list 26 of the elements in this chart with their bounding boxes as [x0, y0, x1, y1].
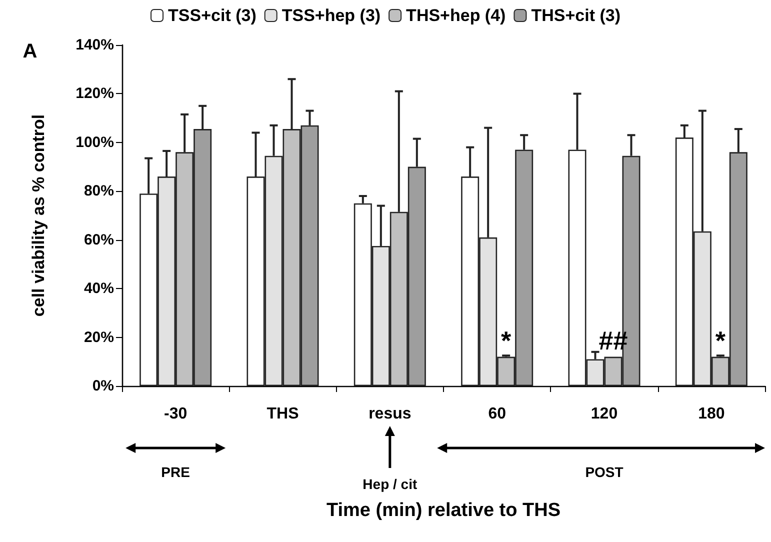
x-tick-label: 60 [488, 406, 506, 422]
x-tick-label: -30 [164, 406, 188, 422]
y-tick-label: 140% [76, 36, 114, 54]
legend-label: THS+cit (3) [531, 6, 620, 25]
legend-label: TSS+hep (3) [282, 6, 381, 25]
y-tick-label: 120% [76, 85, 114, 102]
y-tick-label: 40% [84, 280, 114, 298]
x-tick-label: resus [368, 406, 412, 422]
x-tick-label: 180 [698, 406, 725, 422]
legend-label: THS+hep (4) [406, 6, 506, 25]
text: Hep / cit [362, 476, 418, 492]
x-tick-label: THS [266, 406, 300, 422]
annotation: * [501, 325, 512, 356]
x-axis-title: Time (min) relative to THS [326, 500, 561, 521]
x-tick-label: 120 [590, 406, 618, 422]
y-axis-title: cell viability as % control [29, 114, 48, 317]
annotation: * [715, 325, 726, 356]
y-tick-label: 100% [76, 134, 114, 151]
text: PRE [161, 464, 190, 480]
y-tick-label: 0% [92, 378, 114, 394]
y-tick-label: 80% [84, 182, 114, 200]
y-tick-label: 60% [84, 231, 114, 248]
text: POST [585, 464, 624, 480]
legend-label: TSS+cit (3) [168, 6, 256, 25]
text: A [22, 40, 38, 64]
y-tick-label: 20% [84, 328, 114, 346]
